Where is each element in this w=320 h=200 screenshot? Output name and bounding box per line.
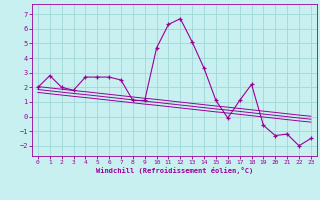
X-axis label: Windchill (Refroidissement éolien,°C): Windchill (Refroidissement éolien,°C) (96, 167, 253, 174)
